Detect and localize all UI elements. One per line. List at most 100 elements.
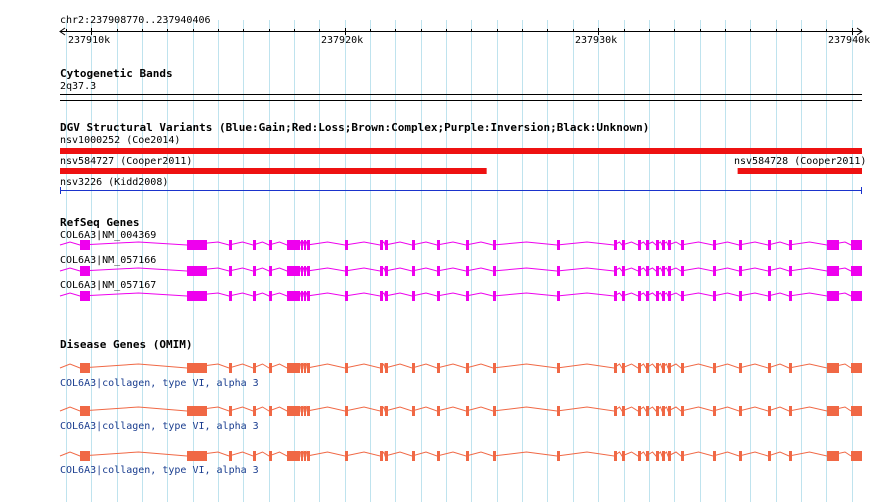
refseq-transcript-exon xyxy=(713,291,716,301)
omim-gene-exon xyxy=(380,451,383,461)
omim-gene-exon xyxy=(307,363,310,373)
refseq-transcript-exon xyxy=(851,266,862,276)
omim-gene-exon xyxy=(253,363,256,373)
omim-gene-intron-line xyxy=(59,405,852,413)
dgv-variant-bar xyxy=(60,168,487,174)
coordinate-label: chr2:237908770..237940406 xyxy=(60,15,211,26)
omim-gene-exon xyxy=(437,406,440,416)
refseq-transcript-exon xyxy=(557,240,560,250)
omim-gene-exon xyxy=(668,406,671,416)
omim-gene-exon xyxy=(557,363,560,373)
refseq-transcript-intron-line xyxy=(59,291,852,298)
refseq-transcript-exon xyxy=(80,240,90,250)
omim-gene-exon xyxy=(466,363,469,373)
omim-gene-exon xyxy=(493,451,496,461)
refseq-transcript-exon xyxy=(681,240,684,250)
refseq-transcript-exon xyxy=(412,291,415,301)
dgv-track-title: DGV Structural Variants (Blue:Gain;Red:L… xyxy=(60,121,650,134)
refseq-transcript-exon xyxy=(187,240,207,250)
refseq-transcript-exon xyxy=(557,291,560,301)
refseq-transcript-exon xyxy=(827,266,839,276)
refseq-transcript-exon xyxy=(668,266,671,276)
omim-gene-exon xyxy=(385,406,388,416)
refseq-transcript-exon xyxy=(827,291,839,301)
cytoband-label: 2q37.3 xyxy=(60,81,97,92)
refseq-transcript-label[interactable]: COL6A3|NM_004369 xyxy=(60,230,157,241)
refseq-transcript-exon xyxy=(622,266,625,276)
omim-gene-exon xyxy=(493,406,496,416)
refseq-transcript-exon xyxy=(662,240,665,250)
omim-gene-exon xyxy=(301,451,303,461)
refseq-transcript-exon xyxy=(713,266,716,276)
dgv-variant-label[interactable]: nsv3226 (Kidd2008) xyxy=(60,177,169,188)
omim-gene-exon xyxy=(638,406,641,416)
omim-gene-exon xyxy=(614,363,617,373)
refseq-transcript-exon xyxy=(662,291,665,301)
omim-gene-label[interactable]: COL6A3|collagen, type VI, alpha 3 xyxy=(60,421,259,432)
refseq-transcript-exon xyxy=(287,240,300,250)
refseq-transcript-exon xyxy=(768,240,771,250)
omim-gene-exon xyxy=(656,451,659,461)
omim-gene-label[interactable]: COL6A3|collagen, type VI, alpha 3 xyxy=(60,378,259,389)
refseq-transcript-exon xyxy=(385,266,388,276)
omim-gene-exon xyxy=(229,363,232,373)
omim-gene-exon xyxy=(646,406,649,416)
omim-gene-label[interactable]: COL6A3|collagen, type VI, alpha 3 xyxy=(60,465,259,476)
refseq-transcript-exon xyxy=(493,266,496,276)
omim-gene-exon xyxy=(304,363,306,373)
refseq-transcript-exon xyxy=(301,266,303,276)
refseq-transcript-exon xyxy=(345,266,348,276)
omim-track-title: Disease Genes (OMIM) xyxy=(60,338,193,351)
omim-gene-intron-line xyxy=(59,362,852,370)
omim-gene-exon xyxy=(307,451,310,461)
ruler-tick-label: 237910k xyxy=(68,35,111,46)
refseq-transcript-exon xyxy=(466,291,469,301)
omim-gene-exon xyxy=(614,451,617,461)
refseq-transcript-exon xyxy=(656,291,659,301)
omim-gene-exon xyxy=(412,451,415,461)
refseq-transcript-exon xyxy=(768,291,771,301)
refseq-transcript-label[interactable]: COL6A3|NM_057167 xyxy=(60,280,157,291)
dgv-variant-bar xyxy=(737,168,862,174)
refseq-transcript-exon xyxy=(713,240,716,250)
omim-gene-exon xyxy=(713,451,716,461)
omim-gene-exon xyxy=(622,363,625,373)
omim-gene-exon xyxy=(557,451,560,461)
refseq-transcript-label[interactable]: COL6A3|NM_057166 xyxy=(60,255,157,266)
dgv-variant-label[interactable]: nsv1000252 (Coe2014) xyxy=(60,135,181,146)
omim-gene-exon xyxy=(253,406,256,416)
omim-gene-exon xyxy=(380,406,383,416)
refseq-transcript-exon xyxy=(638,240,641,250)
refseq-transcript-exon xyxy=(638,266,641,276)
refseq-transcript-intron-line xyxy=(59,266,852,273)
refseq-transcript-exon xyxy=(662,266,665,276)
refseq-transcript-exon xyxy=(681,266,684,276)
refseq-transcript-exon xyxy=(851,291,862,301)
omim-gene-exon xyxy=(681,406,684,416)
refseq-transcript-exon xyxy=(466,240,469,250)
omim-gene-exon xyxy=(739,363,742,373)
omim-gene-exon xyxy=(662,363,665,373)
refseq-transcript-exon xyxy=(380,266,383,276)
refseq-transcript-exon xyxy=(304,291,306,301)
refseq-transcript-exon xyxy=(253,266,256,276)
omim-gene-exon xyxy=(287,451,300,461)
omim-gene-exon xyxy=(80,451,90,461)
ruler-tick-label: 237940k xyxy=(828,35,871,46)
omim-gene-exon xyxy=(668,363,671,373)
refseq-transcript-exon xyxy=(466,266,469,276)
refseq-transcript-exon xyxy=(412,240,415,250)
refseq-transcript-exon xyxy=(385,240,388,250)
omim-gene-exon xyxy=(622,451,625,461)
refseq-transcript-exon xyxy=(739,266,742,276)
dgv-variant-label[interactable]: nsv584727 (Cooper2011) xyxy=(60,156,193,167)
refseq-transcript-exon xyxy=(622,240,625,250)
refseq-transcript-exon xyxy=(614,266,617,276)
dgv-variant-bar xyxy=(60,148,862,154)
omim-gene-exon xyxy=(614,406,617,416)
omim-gene-exon xyxy=(304,451,306,461)
dgv-variant-label[interactable]: nsv584728 (Cooper2011) xyxy=(734,156,867,167)
omim-gene-exon xyxy=(229,451,232,461)
refseq-transcript-exon xyxy=(622,291,625,301)
